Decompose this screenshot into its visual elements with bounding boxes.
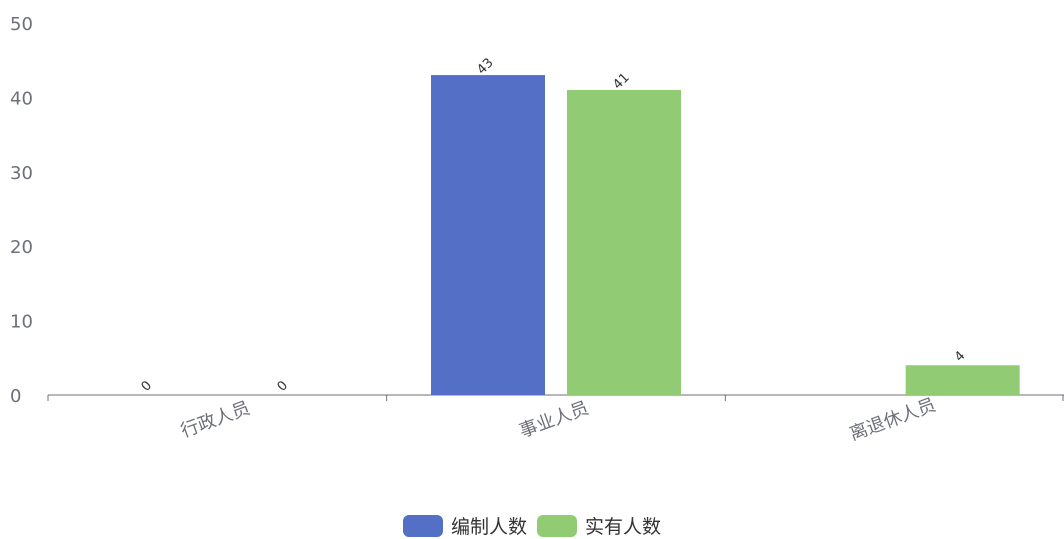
x-axis-ticks xyxy=(47,395,1064,401)
legend-label-bianzhi: 编制人数 xyxy=(450,516,527,538)
y-tick-label: 0 xyxy=(10,386,21,407)
data-label: 4 xyxy=(952,349,968,365)
y-tick-label: 50 xyxy=(10,14,33,35)
x-axis-labels: 行政人员 事业人员 离退休人员 xyxy=(178,395,939,446)
y-tick-label: 40 xyxy=(10,88,33,109)
x-tick-label: 离退休人员 xyxy=(847,395,939,446)
x-tick-label: 行政人员 xyxy=(178,398,253,442)
data-label: 0 xyxy=(139,378,155,394)
y-axis-ticks: 0 10 20 30 40 50 xyxy=(10,14,33,407)
legend: 编制人数 实有人数 xyxy=(0,512,1064,539)
data-labels: 0 0 43 41 4 xyxy=(139,55,969,394)
y-tick-label: 30 xyxy=(10,163,33,184)
x-tick-label: 事业人员 xyxy=(517,398,592,442)
legend-item-bianzhi[interactable]: 编制人数 xyxy=(402,512,527,539)
data-label: 41 xyxy=(610,70,632,92)
y-tick-label: 10 xyxy=(10,312,33,333)
legend-swatch-shiyou xyxy=(537,514,577,537)
y-tick-label: 20 xyxy=(10,237,33,258)
data-label: 0 xyxy=(275,378,291,394)
legend-item-shiyou[interactable]: 实有人数 xyxy=(537,512,661,539)
bar[interactable] xyxy=(905,365,1020,395)
bars xyxy=(431,75,1020,396)
legend-swatch-bianzhi xyxy=(402,514,443,537)
bar[interactable] xyxy=(567,89,681,396)
data-label: 43 xyxy=(474,55,496,77)
legend-label-shiyou: 实有人数 xyxy=(585,516,662,538)
bar[interactable] xyxy=(431,75,545,395)
